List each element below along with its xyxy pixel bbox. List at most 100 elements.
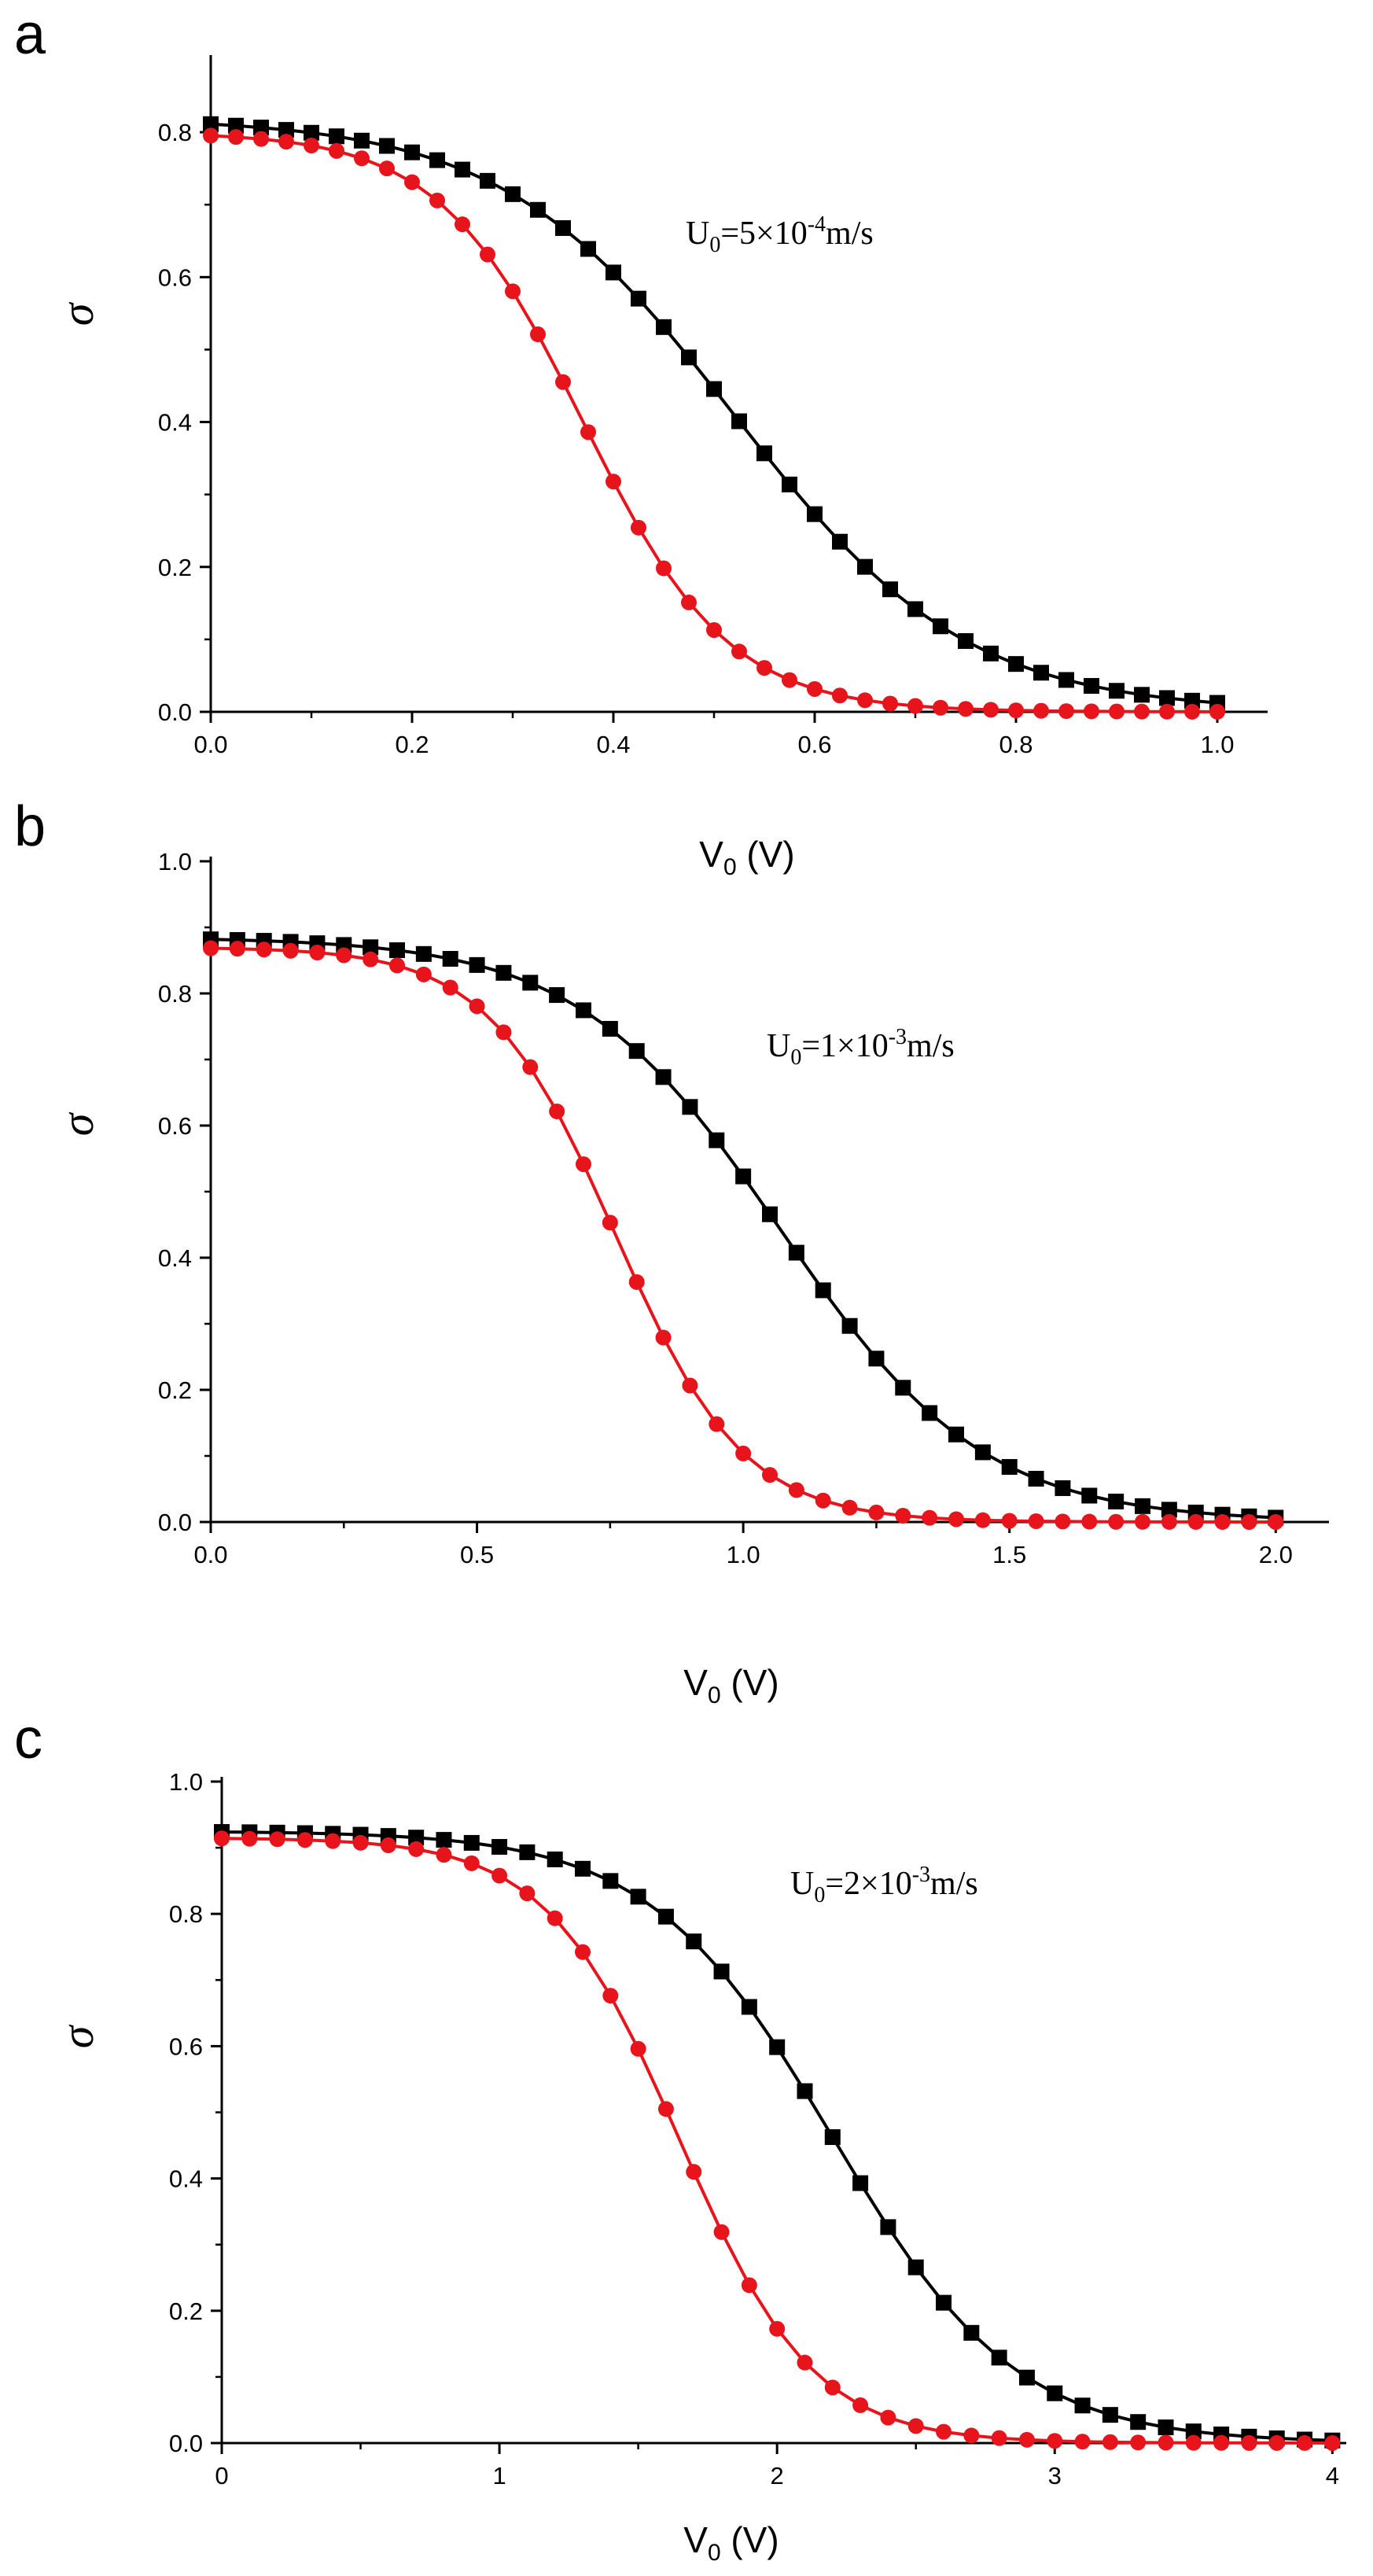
y-tick-label: 0.0 (169, 2430, 203, 2457)
black-squares-point (463, 1834, 480, 1851)
black-squares-point (631, 290, 646, 307)
black-squares-point (832, 533, 848, 550)
black-squares-point (907, 601, 923, 617)
red-circles-point (1187, 1513, 1204, 1530)
black-squares-line (221, 1830, 1333, 2442)
black-squares-point (922, 1405, 938, 1421)
axes-layer: 0 1 2 3 4 0.0 0.2 0.4 0.6 0.8 1.0 (169, 1768, 1346, 2489)
red-circles-point (824, 2379, 841, 2396)
black-squares-point (480, 172, 495, 189)
red-circles-point (991, 2430, 1007, 2446)
black-squares-point (857, 558, 873, 575)
black-squares-point (576, 1002, 591, 1019)
black-squares-point (681, 349, 697, 366)
black-squares-point (706, 381, 722, 397)
black-squares-line (210, 938, 1276, 1520)
red-circles-point (769, 2320, 786, 2337)
red-circles-point (1001, 1513, 1018, 1529)
black-squares-point (741, 1999, 757, 2015)
annotation-sup: -3 (912, 1863, 930, 1887)
red-circles-point (1241, 2434, 1257, 2451)
red-circles-point (709, 1416, 725, 1432)
black-squares-point (555, 219, 571, 236)
red-circles-point (229, 941, 245, 957)
y-tick-label: 0.8 (158, 980, 192, 1008)
red-circles-point (1268, 1513, 1284, 1530)
red-circles-point (442, 979, 458, 996)
red-circles-point (429, 192, 445, 208)
annotation-sub: 0 (790, 1045, 801, 1070)
red-circles-point (762, 1467, 778, 1483)
black-squares-point (852, 2175, 869, 2191)
red-circles-point (1058, 703, 1074, 720)
black-squares-point (469, 956, 485, 973)
y-tick-label: 0.8 (169, 1900, 203, 1928)
x-axis-label-unit: (V) (721, 2519, 779, 2560)
black-squares-point (713, 1963, 730, 1980)
black-squares-point (354, 132, 370, 149)
red-circles-point (656, 560, 672, 577)
red-circles-point (1102, 2434, 1118, 2450)
black-squares-point (963, 2324, 980, 2341)
red-circles-point (278, 134, 294, 150)
red-circles-line (221, 1837, 1333, 2445)
black-squares-point (824, 2129, 841, 2146)
black-squares-point (606, 264, 621, 281)
black-squares-point (547, 1851, 563, 1867)
red-circles-point (519, 1885, 536, 1902)
y-tick-label: 1.0 (169, 1768, 203, 1796)
annotation-base: U (790, 1866, 814, 1902)
red-circles-point (1047, 2433, 1063, 2449)
y-axis-label: σ (52, 301, 103, 326)
red-circles-point (203, 940, 219, 956)
black-squares-point (379, 138, 395, 154)
red-circles-point (1268, 2434, 1285, 2451)
annotation: U0=1×10-3m/s (767, 1025, 955, 1070)
red-circles-point (1297, 2434, 1313, 2451)
red-circles-point (1161, 1513, 1177, 1530)
x-tick-label: 0.0 (193, 1541, 227, 1568)
red-circles-point (576, 1156, 591, 1173)
y-tick-label: 0.2 (158, 1376, 192, 1404)
black-squares-point (656, 319, 672, 335)
annotation-tail: m/s (907, 1028, 955, 1064)
red-circles-point (379, 160, 395, 177)
x-tick-label: 3 (1048, 2462, 1062, 2489)
red-circles-point (480, 246, 495, 263)
x-tick-label: 2 (771, 2462, 784, 2489)
red-circles-point (936, 2423, 952, 2440)
black-squares-point (1185, 2423, 1202, 2440)
red-circles-point (852, 2397, 869, 2413)
black-squares-point (580, 241, 596, 257)
red-circles-point (352, 1834, 369, 1851)
x-tick-label: 0.0 (193, 731, 227, 758)
red-circles-point (602, 1988, 619, 2004)
black-squares-point (1055, 1480, 1071, 1496)
x-tick-label: 0.5 (460, 1541, 494, 1568)
red-circles-point (606, 474, 621, 490)
red-circles-point (731, 643, 747, 660)
red-circles-point (469, 998, 485, 1015)
black-squares-point (983, 645, 999, 662)
red-circles-point (922, 1509, 938, 1526)
red-circles-point (782, 672, 797, 688)
red-circles-point (522, 1059, 539, 1075)
black-squares-point (455, 161, 470, 178)
red-circles-point (1018, 2431, 1035, 2448)
black-squares-point (841, 1317, 858, 1334)
x-axis-label-unit: (V) (721, 1662, 779, 1703)
black-squares-point (936, 2294, 952, 2311)
red-circles-point (958, 701, 974, 717)
red-circles-point (907, 2418, 924, 2434)
annotation: U0=5×10-4m/s (686, 212, 874, 257)
black-squares-line (210, 122, 1218, 705)
red-circles-point (253, 131, 269, 147)
x-axis-label-sub: 0 (708, 2540, 721, 2566)
red-circles-point (630, 2040, 646, 2057)
panel-letter: a (14, 3, 46, 66)
black-squares-point (519, 1844, 536, 1860)
black-squares-point (1184, 692, 1200, 709)
black-squares-point (907, 2259, 924, 2276)
red-circles-point (602, 1214, 618, 1231)
red-circles-point (336, 947, 352, 964)
